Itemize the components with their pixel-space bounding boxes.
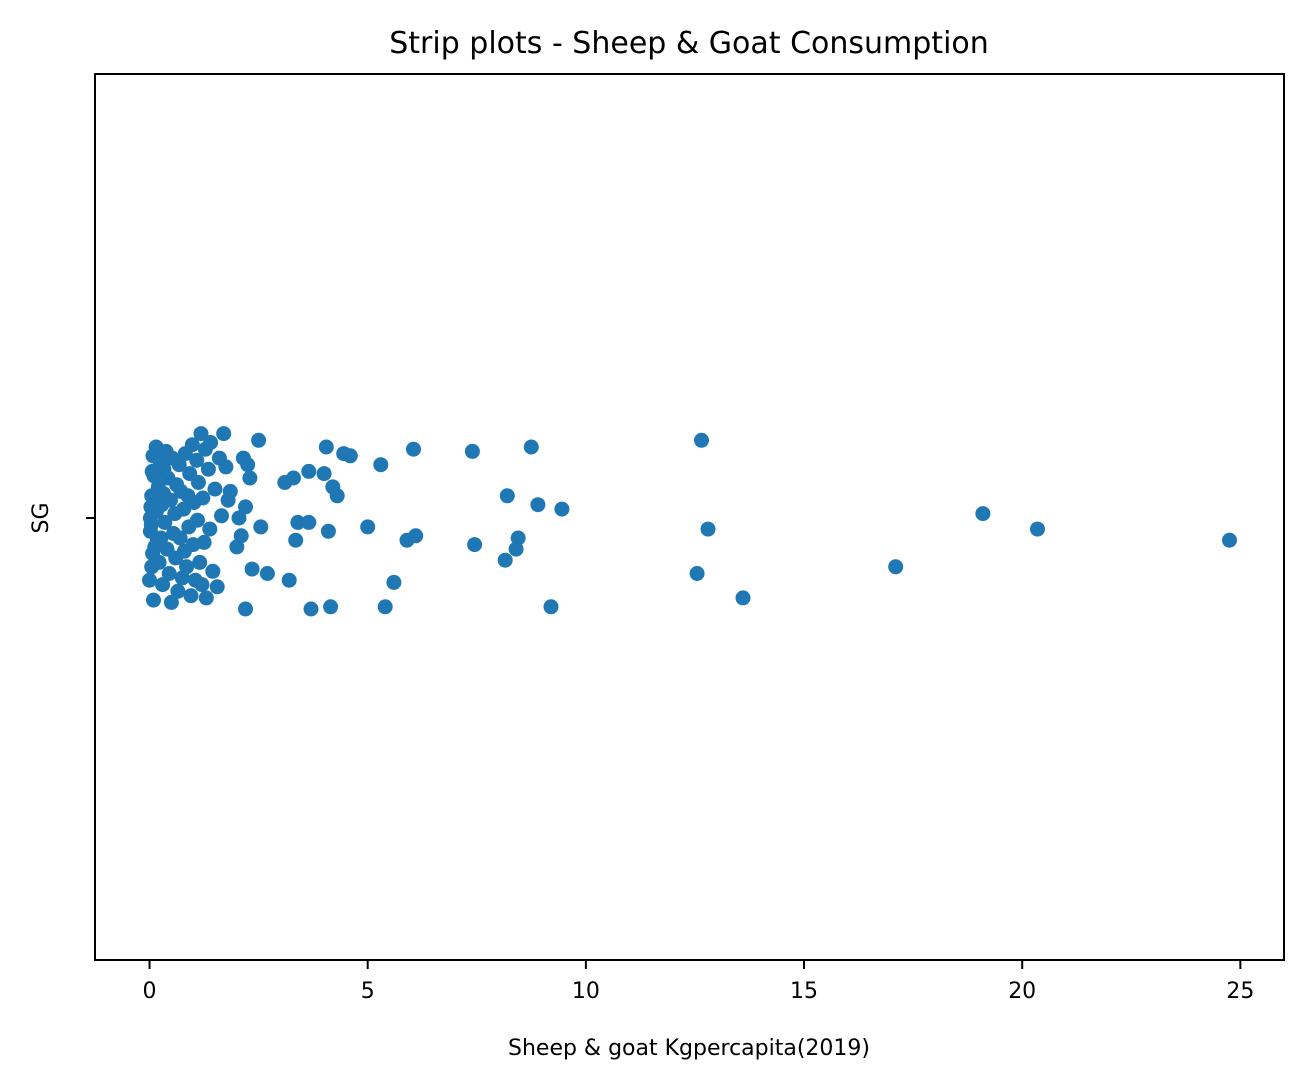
data-point	[146, 592, 161, 608]
data-point	[288, 532, 304, 548]
data-point	[406, 441, 421, 457]
data-point	[497, 552, 513, 568]
data-point	[183, 588, 199, 604]
data-point	[281, 572, 297, 588]
data-point	[510, 530, 526, 546]
data-point	[153, 530, 169, 546]
data-point	[216, 426, 232, 442]
data-point	[1222, 532, 1237, 548]
data-point	[157, 514, 173, 530]
data-point	[207, 481, 223, 497]
data-point	[184, 437, 200, 453]
data-point	[214, 508, 229, 524]
data-point	[155, 577, 171, 593]
y-tick-label: SG	[29, 502, 54, 533]
data-point	[318, 439, 334, 455]
data-point	[194, 577, 210, 593]
data-point	[301, 514, 317, 530]
data-point	[329, 488, 345, 504]
data-point	[171, 457, 187, 473]
x-axis-ticks: 0 5 10 15 20 25	[143, 960, 1254, 1004]
x-tick-label: 25	[1226, 979, 1254, 1004]
data-point	[290, 514, 306, 530]
data-point	[316, 466, 332, 482]
data-point	[1030, 521, 1045, 537]
x-tick-label: 15	[790, 979, 818, 1004]
data-point	[172, 530, 188, 546]
data-point	[231, 510, 247, 526]
points-layer	[142, 426, 1237, 617]
data-point	[198, 590, 214, 606]
data-point	[222, 483, 238, 499]
data-point	[179, 559, 195, 575]
data-point	[145, 546, 161, 561]
data-point	[163, 594, 179, 610]
data-point	[499, 488, 515, 504]
data-point	[190, 512, 205, 528]
data-point	[694, 432, 709, 448]
data-point	[554, 501, 570, 517]
data-point	[218, 459, 234, 475]
data-point	[149, 503, 164, 519]
data-point	[408, 528, 424, 544]
data-point	[200, 461, 216, 477]
data-point	[189, 452, 205, 468]
x-tick-label: 20	[1008, 979, 1036, 1004]
data-point	[203, 435, 219, 450]
data-point	[238, 499, 253, 515]
data-point	[240, 457, 256, 473]
data-point	[303, 601, 319, 617]
data-point	[301, 463, 317, 479]
data-point	[202, 521, 218, 537]
data-point	[286, 470, 301, 486]
data-point	[251, 432, 267, 448]
data-point	[253, 519, 269, 535]
x-tick-label: 5	[361, 979, 375, 1004]
data-point	[342, 448, 358, 464]
data-point	[170, 583, 186, 599]
data-point	[888, 559, 904, 575]
data-point	[360, 519, 376, 535]
y-axis-ticks: SG	[29, 502, 95, 534]
data-point	[193, 426, 209, 442]
data-point	[192, 554, 208, 570]
data-point	[523, 439, 539, 455]
plot-area-frame	[94, 73, 1285, 961]
x-axis-label: Sheep & goat Kgpercapita(2019)	[508, 1036, 870, 1061]
data-point	[161, 566, 177, 581]
data-point	[467, 537, 483, 553]
data-point	[320, 523, 336, 539]
data-point	[543, 599, 559, 615]
data-point	[323, 599, 339, 615]
chart-title: Strip plots - Sheep & Goat Consumption	[389, 26, 989, 61]
data-point	[259, 566, 275, 581]
data-point	[205, 563, 221, 579]
data-point	[386, 574, 402, 590]
data-point	[233, 528, 249, 544]
x-tick-label: 0	[143, 979, 157, 1004]
data-point	[190, 475, 206, 490]
data-point	[530, 497, 546, 513]
data-point	[735, 590, 751, 606]
data-point	[508, 541, 524, 557]
data-point	[464, 443, 480, 459]
x-tick-label: 10	[572, 979, 600, 1004]
data-point	[975, 506, 991, 522]
data-point	[700, 521, 716, 537]
data-point	[209, 579, 225, 595]
data-point	[156, 486, 171, 502]
data-point	[242, 470, 258, 486]
data-point	[195, 490, 211, 506]
data-point	[373, 457, 389, 473]
data-point	[238, 601, 253, 617]
data-point	[689, 566, 705, 581]
data-point	[196, 534, 212, 550]
data-point	[377, 599, 393, 615]
data-point	[142, 572, 157, 588]
data-point	[244, 561, 260, 577]
